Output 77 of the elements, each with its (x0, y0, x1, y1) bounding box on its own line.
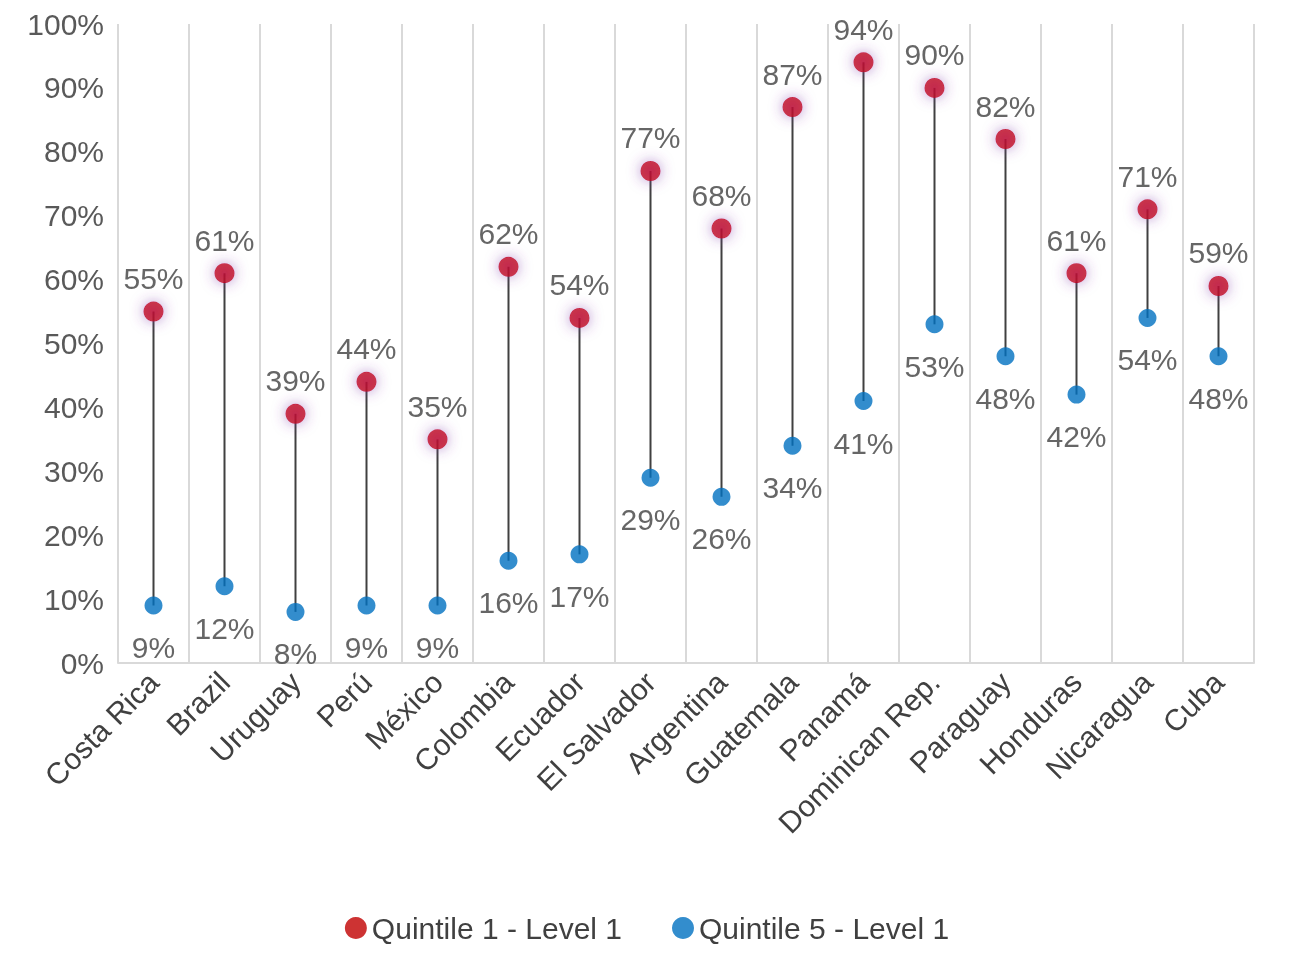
y-tick-label: 30% (43, 454, 104, 488)
point (143, 301, 164, 322)
point (924, 77, 945, 98)
data-label: 29% (620, 503, 681, 537)
point (1067, 385, 1086, 404)
point (853, 52, 874, 73)
y-tick-label: 0% (60, 646, 104, 680)
data-label: 9% (415, 630, 460, 664)
data-label: 8% (273, 637, 318, 671)
data-label: 44% (336, 332, 397, 366)
data-label: 42% (1046, 420, 1107, 454)
point (215, 577, 234, 596)
point (1066, 263, 1087, 284)
data-label: 41% (833, 426, 894, 460)
y-tick-label: 40% (43, 390, 104, 424)
point (499, 551, 518, 570)
data-label: 9% (131, 630, 176, 664)
legend-label: Quintile 1 - Level 1 (371, 911, 622, 945)
data-label: 48% (975, 381, 1036, 415)
point (144, 596, 163, 615)
y-tick-label: 10% (43, 582, 104, 616)
point (995, 129, 1016, 150)
y-tick-label: 20% (43, 518, 104, 552)
data-label: 35% (407, 389, 468, 423)
point (1137, 199, 1158, 220)
point (712, 487, 731, 506)
data-label: 12% (194, 611, 255, 645)
point (782, 97, 803, 118)
data-label: 94% (833, 12, 894, 46)
data-label: 87% (762, 57, 823, 91)
point (783, 436, 802, 455)
data-label: 16% (478, 586, 539, 620)
data-label: 82% (975, 89, 1036, 123)
data-label: 54% (549, 268, 610, 302)
point (428, 596, 447, 615)
point (214, 263, 235, 284)
point (1138, 308, 1157, 327)
data-label: 54% (1117, 343, 1178, 377)
point (996, 347, 1015, 366)
y-tick-label: 70% (43, 199, 104, 233)
data-label: 61% (1046, 223, 1107, 257)
y-tick-label: 60% (43, 263, 104, 297)
y-tick-label: 100% (27, 7, 104, 41)
data-label: 48% (1188, 381, 1249, 415)
point (357, 596, 376, 615)
data-label: 61% (194, 223, 255, 257)
data-label: 71% (1117, 159, 1178, 193)
data-label: 77% (620, 121, 681, 155)
point (285, 403, 306, 424)
y-tick-label: 50% (43, 327, 104, 360)
data-label: 68% (691, 178, 752, 212)
data-label: 34% (762, 471, 823, 505)
data-label: 17% (549, 579, 610, 613)
data-label: 26% (691, 522, 752, 556)
data-label: 59% (1188, 236, 1249, 270)
point (1209, 347, 1228, 366)
point (498, 256, 519, 277)
point (356, 371, 377, 392)
y-tick-label: 80% (43, 135, 104, 169)
data-label: 53% (904, 349, 965, 383)
point (286, 602, 305, 621)
point (427, 429, 448, 450)
point (570, 545, 589, 564)
data-label: 39% (265, 364, 326, 398)
point (640, 160, 661, 181)
point (925, 315, 944, 334)
data-label: 55% (123, 262, 184, 296)
point (1208, 275, 1229, 296)
point (711, 218, 732, 239)
legend-label: Quintile 5 - Level 1 (699, 911, 950, 945)
data-label: 90% (904, 38, 965, 72)
data-label: 9% (344, 630, 389, 664)
y-tick-label: 90% (43, 71, 104, 105)
point (854, 392, 873, 410)
data-label: 62% (478, 217, 539, 251)
point (641, 468, 660, 487)
point (569, 307, 590, 328)
